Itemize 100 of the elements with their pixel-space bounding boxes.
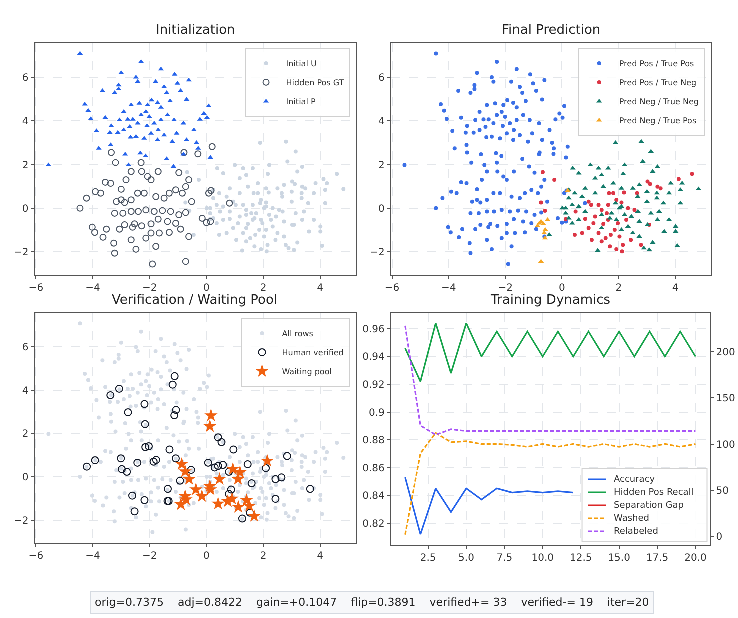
point: [612, 228, 617, 232]
legend-label: Separation Gap: [614, 501, 684, 511]
y-tick-label: 6: [22, 342, 29, 354]
point: [144, 442, 153, 450]
y-tick-label: 2: [22, 160, 29, 172]
point: [552, 178, 557, 182]
point: [203, 420, 217, 432]
legend-label: Hidden Pos Recall: [614, 488, 694, 498]
point: [232, 472, 245, 486]
text: orig=0.7375 adj=0.8422 gain=+0.1047 flip=0.3891 verified+= 33 verified-= 19 iter=20: [95, 596, 650, 609]
y-tick-label: 0.96: [362, 324, 385, 336]
point: [624, 218, 629, 222]
y-tick-label: 0.9: [368, 408, 385, 419]
x-tick-label: 15.0: [608, 553, 630, 564]
point: [248, 480, 256, 488]
x-tick-label: 5.0: [458, 553, 474, 564]
point: [164, 485, 172, 494]
point: [213, 472, 226, 486]
point: [227, 486, 236, 494]
x-tick-label: 0: [203, 283, 210, 294]
point: [170, 372, 179, 380]
y-tick-label: 0: [22, 472, 29, 484]
point: [175, 457, 189, 470]
point: [172, 406, 180, 414]
point: [543, 209, 548, 214]
point: [134, 458, 142, 467]
x-tick-label: 2: [260, 551, 267, 562]
x-tick-label: −2: [142, 551, 158, 562]
point: [616, 221, 620, 226]
point: [656, 184, 660, 189]
point: [618, 234, 622, 239]
point: [272, 495, 280, 504]
point: [635, 191, 640, 196]
point: [596, 231, 601, 236]
point: [150, 458, 158, 466]
legend-label: Pred Pos / True Neg: [619, 78, 697, 88]
x-tick-label: 2.5: [420, 553, 436, 564]
x-tick-label: −4: [86, 551, 100, 562]
legend-label: Pred Pos / True Pos: [619, 60, 694, 69]
legend-label: Relabeled: [614, 527, 658, 537]
y-tick-label: 6: [22, 72, 29, 84]
y-tick-label: 0.82: [362, 518, 385, 530]
point: [219, 461, 228, 470]
point: [586, 226, 591, 230]
y-tick-label: −2: [370, 248, 385, 259]
chart-title: Training Dynamics: [490, 293, 611, 308]
point: [614, 198, 619, 202]
point: [539, 200, 544, 205]
point: [170, 412, 179, 420]
y-tick-label: −2: [14, 516, 29, 527]
x-tick-label: 2: [260, 283, 267, 294]
x-tick-label: −6: [28, 551, 44, 562]
point: [283, 452, 292, 460]
point: [166, 446, 174, 454]
point: [182, 472, 196, 486]
y-tick-label: 2: [22, 429, 29, 440]
point: [214, 434, 222, 442]
legend-label: Human verified: [282, 348, 344, 358]
x-tick-label: 4: [317, 551, 324, 562]
point: [226, 492, 239, 505]
point: [272, 475, 280, 484]
point: [115, 384, 124, 393]
point: [639, 243, 644, 248]
point: [621, 243, 626, 248]
legend-label: Pred Neg / True Pos: [619, 116, 697, 126]
point: [592, 221, 596, 226]
point: [600, 208, 604, 212]
y-tick-label: 6: [378, 72, 385, 84]
y2-tick-label: 100: [716, 440, 736, 451]
x-tick-label: −6: [28, 283, 44, 294]
x-tick-label: 4: [317, 283, 324, 294]
point: [596, 203, 601, 208]
x-tick-label: 20.0: [684, 553, 707, 564]
y-tick-label: 0: [378, 204, 385, 215]
point: [212, 497, 225, 510]
point: [602, 222, 606, 226]
point: [306, 485, 314, 494]
point: [626, 206, 630, 210]
point: [632, 208, 637, 212]
point: [604, 236, 608, 240]
y-tick-label: 0.88: [362, 436, 385, 447]
y2-tick-label: 50: [716, 486, 729, 497]
point: [564, 217, 568, 222]
point: [574, 210, 578, 214]
point: [218, 438, 226, 446]
point: [611, 191, 616, 196]
line-series: [404, 322, 697, 383]
x-tick-label: 12.5: [570, 553, 592, 564]
point: [83, 462, 92, 471]
point: [620, 250, 624, 254]
point: [580, 231, 584, 236]
x-tick-label: 2: [616, 283, 622, 294]
y2-tick-label: 200: [716, 347, 736, 358]
point: [232, 500, 246, 513]
point: [214, 462, 222, 470]
point: [210, 464, 219, 472]
point: [583, 217, 588, 222]
y2-tick-label: 150: [716, 394, 736, 405]
y-tick-label: 0.94: [362, 352, 385, 364]
line-series: [404, 476, 574, 536]
